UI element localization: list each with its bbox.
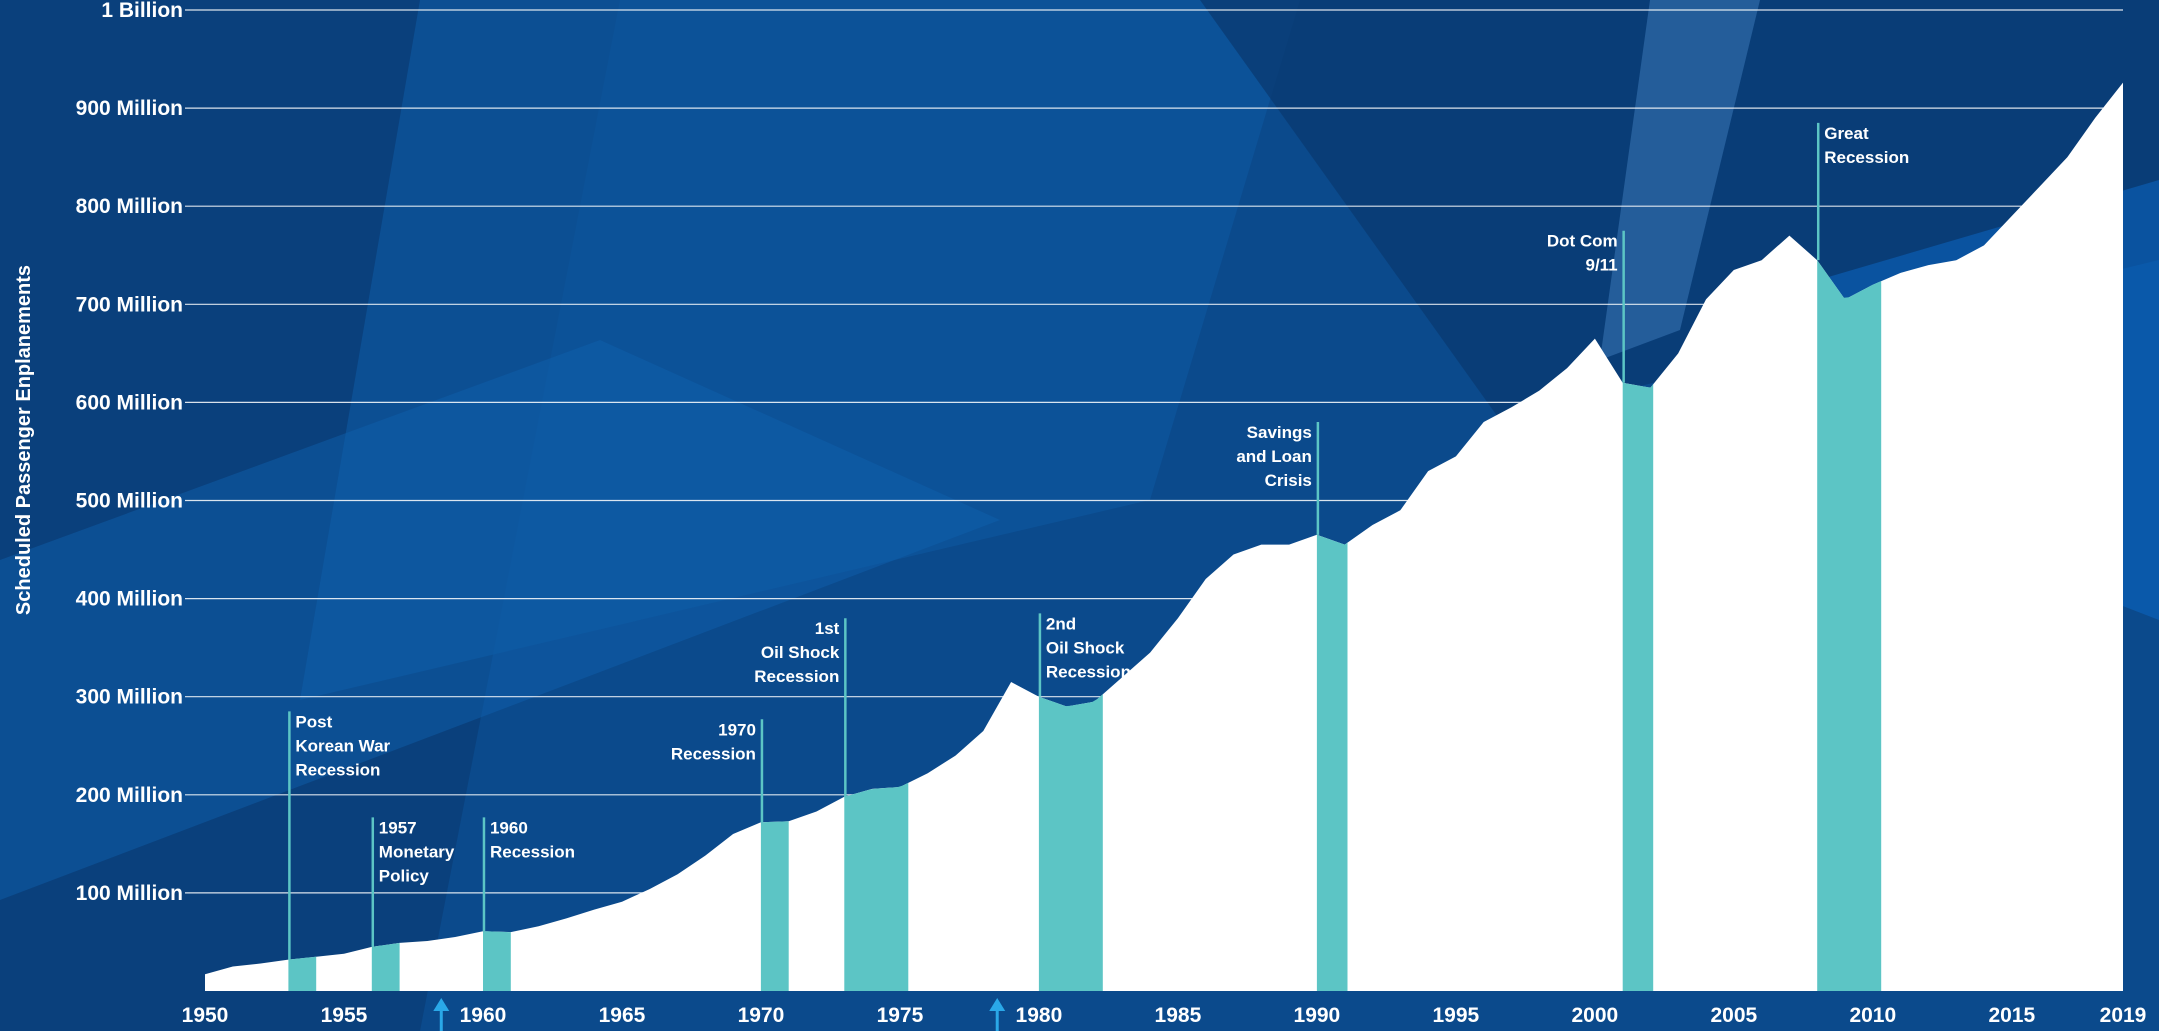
- recession-label: Recession: [295, 760, 380, 779]
- x-tick-label: 2010: [1849, 1004, 1896, 1027]
- background-band-3: [1600, 0, 1760, 360]
- recession-label: and Loan: [1236, 447, 1312, 466]
- x-tick-label: 1960: [460, 1004, 507, 1027]
- recession-label: Great: [1824, 124, 1869, 143]
- x-tick-label: 2019: [2100, 1004, 2147, 1027]
- recession-label: 1st: [815, 619, 840, 638]
- recession-label: Monetary: [379, 842, 455, 861]
- recession-band: [288, 956, 317, 991]
- recession-label: Oil Shock: [1046, 638, 1125, 657]
- y-tick-label: 400 Million: [76, 588, 183, 611]
- recession-label: Recession: [671, 744, 756, 763]
- y-tick-label: 700 Million: [76, 293, 183, 316]
- recession-band: [1622, 382, 1654, 991]
- y-tick-label: 900 Million: [76, 97, 183, 120]
- y-tick-label: 200 Million: [76, 784, 183, 807]
- recession-label: Recession: [1046, 662, 1131, 681]
- background-band-1: [300, 0, 1300, 700]
- y-tick-label: 800 Million: [76, 195, 183, 218]
- x-tick-label: 1995: [1433, 1004, 1480, 1027]
- x-tick-label: 1950: [182, 1004, 229, 1027]
- recession-label: 1957: [379, 818, 417, 837]
- y-tick-label: 500 Million: [76, 490, 183, 513]
- x-tick-label: 2000: [1571, 1004, 1618, 1027]
- recession-label: Savings: [1247, 423, 1312, 442]
- recession-band: [844, 782, 909, 991]
- recession-label: 1960: [490, 818, 528, 837]
- y-tick-label: 100 Million: [76, 882, 183, 905]
- y-tick-label: 300 Million: [76, 686, 183, 709]
- x-tick-label: 1970: [738, 1004, 785, 1027]
- recession-band: [1316, 534, 1348, 991]
- up-arrow-icon: [989, 998, 1006, 1011]
- recession-label: Crisis: [1265, 471, 1312, 490]
- recession-label: Post: [295, 712, 332, 731]
- x-tick-label: 1990: [1294, 1004, 1341, 1027]
- x-tick-label: 1965: [599, 1004, 646, 1027]
- recession-band: [1038, 694, 1103, 991]
- recession-label: Dot Com: [1547, 232, 1618, 251]
- up-arrow-icon: [433, 998, 450, 1011]
- background-band-4: [0, 340, 1000, 900]
- y-tick-label: 600 Million: [76, 391, 183, 414]
- recession-band: [1817, 260, 1882, 991]
- recession-band: [371, 942, 400, 991]
- x-tick-label: 2015: [1988, 1004, 2035, 1027]
- recession-band: [760, 821, 789, 991]
- x-tick-label: 1975: [877, 1004, 924, 1027]
- recession-annotations: Post Korean War Recession 1957 Monetary Polic…: [288, 122, 1909, 960]
- recession-label: 2nd: [1046, 614, 1076, 633]
- recession-label: Recession: [1824, 148, 1909, 167]
- y-tick-label: 1 Billion: [101, 0, 183, 22]
- recession-label: Policy: [379, 866, 430, 885]
- recession-label: Oil Shock: [761, 643, 840, 662]
- x-tick-label: 1985: [1155, 1004, 1202, 1027]
- recession-label: Recession: [754, 667, 839, 686]
- x-tick-label: 2005: [1710, 1004, 1757, 1027]
- x-tick-label: 1980: [1016, 1004, 1063, 1027]
- y-axis-ticks: 100 Million 200 Million 300 Million 400 Mil…: [76, 0, 183, 905]
- recession-bands: [288, 260, 1882, 991]
- recession-band: [483, 931, 511, 991]
- recession-label: 1970: [718, 720, 756, 739]
- x-axis-ticks: 1950 1955 1960 1965 1970 1975 1980 1985 1990 1995…: [182, 1004, 2147, 1027]
- recession-label: Korean War: [295, 736, 390, 755]
- x-tick-label: 1955: [321, 1004, 368, 1027]
- y-axis-label: Scheduled Passenger Enplanements: [13, 265, 35, 615]
- x-axis-markers: [433, 998, 1006, 1031]
- recession-label: Recession: [490, 842, 575, 861]
- recession-label: 9/11: [1585, 256, 1617, 275]
